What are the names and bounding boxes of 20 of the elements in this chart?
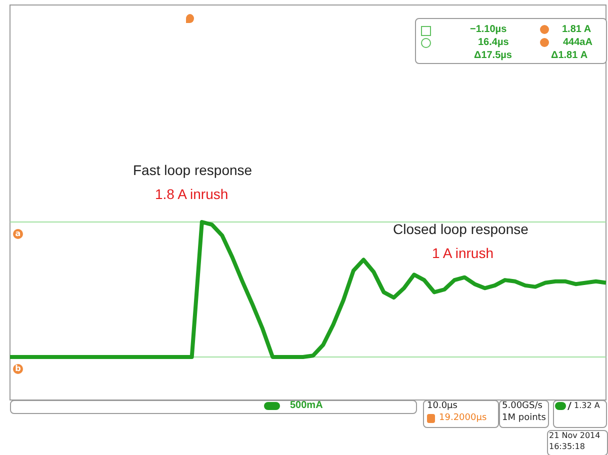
text: 1M points xyxy=(502,413,546,423)
text: 1.8 A inrush xyxy=(155,186,228,202)
annotation: 1 A inrush xyxy=(432,245,494,261)
ref-line-label: b xyxy=(15,364,22,374)
text: 1.32 A xyxy=(574,401,600,410)
text: −1.10µs xyxy=(470,24,507,35)
ref-line-label: a xyxy=(15,229,21,238)
text: 5.00GS/s xyxy=(502,401,542,411)
text: 19.2000µs xyxy=(439,413,487,423)
text: 500mA xyxy=(290,400,323,411)
text: 16:35:18 xyxy=(549,442,585,451)
text: 444aA xyxy=(563,37,592,48)
text: Δ17.5µs xyxy=(474,50,512,61)
text: Δ1.81 A xyxy=(551,50,588,61)
text: 10.0µs xyxy=(427,401,458,411)
text: Fast loop response xyxy=(133,162,252,178)
annotation: Closed loop response xyxy=(393,221,528,237)
text: 16.4µs xyxy=(478,37,509,48)
text: 1.81 A xyxy=(562,24,592,35)
text: 21 Nov 2014 xyxy=(549,431,600,440)
